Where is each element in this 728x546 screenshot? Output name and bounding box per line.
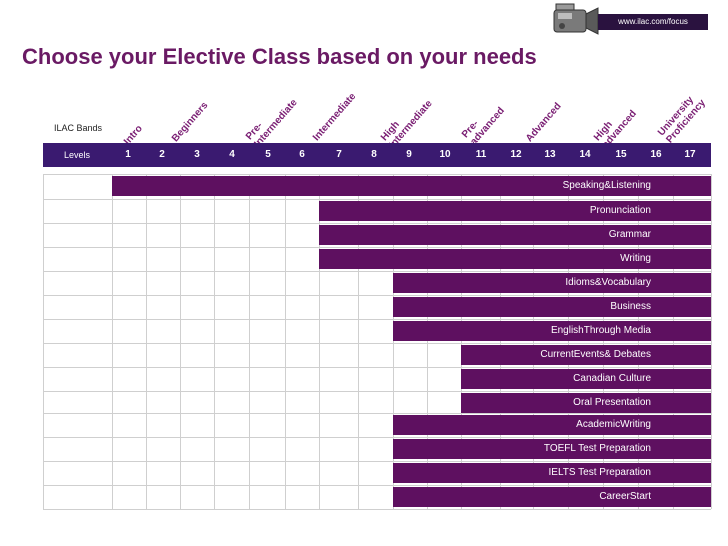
level-number: 12 <box>510 149 522 160</box>
grid-row-line <box>43 485 711 486</box>
elective-class-label: Business <box>610 301 651 312</box>
elective-class-label: Pronunciation <box>589 205 651 216</box>
elective-class-bar: Canadian Culture <box>461 369 711 389</box>
grid-row-line <box>43 413 711 414</box>
grid-column-line <box>180 174 181 509</box>
elective-class-bar: Writing <box>319 249 711 269</box>
grid-column-line <box>319 174 320 509</box>
elective-class-label: Grammar <box>608 229 651 240</box>
elective-class-bar: TOEFL Test Preparation <box>393 439 711 459</box>
level-number: 1 <box>125 149 131 160</box>
bands-label: ILAC Bands <box>54 123 103 133</box>
grid-column-line <box>533 174 534 509</box>
grid-column-line <box>214 174 215 509</box>
grid-column-line <box>285 174 286 509</box>
video-camera-icon <box>548 0 600 40</box>
level-number: 7 <box>336 149 342 160</box>
level-number: 16 <box>650 149 662 160</box>
elective-class-bar: CareerStart <box>393 487 711 507</box>
grid-row-line <box>43 223 711 224</box>
grid-column-line <box>461 174 462 509</box>
elective-class-label: Writing <box>620 253 651 264</box>
level-number: 2 <box>159 149 165 160</box>
elective-class-bar: Idioms&Vocabulary <box>393 273 711 293</box>
grid-row-line <box>43 461 711 462</box>
grid-column-line <box>638 174 639 509</box>
elective-class-bar: Oral Presentation <box>461 393 711 413</box>
levels-row <box>43 143 711 167</box>
header-url: www.ilac.com/focus <box>618 17 688 26</box>
level-number: 15 <box>615 149 627 160</box>
page-title: Choose your Elective Class based on your… <box>22 44 537 69</box>
elective-class-bar: AcademicWriting <box>393 415 711 435</box>
grid-column-line <box>603 174 604 509</box>
grid-column-line <box>249 174 250 509</box>
level-number: 8 <box>371 149 377 160</box>
elective-class-bar: Grammar <box>319 225 711 245</box>
level-number: 10 <box>439 149 451 160</box>
grid-row-line <box>43 319 711 320</box>
level-number: 3 <box>194 149 200 160</box>
grid-row-line <box>43 174 711 175</box>
elective-class-bar: Pronunciation <box>319 201 711 221</box>
grid-column-line <box>146 174 147 509</box>
level-number: 4 <box>229 149 235 160</box>
grid-row-line <box>43 367 711 368</box>
elective-class-bar: Business <box>393 297 711 317</box>
grid-column-line <box>673 174 674 509</box>
level-number: 5 <box>265 149 271 160</box>
grid-column-line <box>112 174 113 509</box>
level-number: 6 <box>299 149 305 160</box>
elective-class-label: CurrentEvents& Debates <box>540 349 651 360</box>
grid-column-line <box>711 174 712 509</box>
level-number: 17 <box>684 149 696 160</box>
elective-class-label: Oral Presentation <box>573 397 651 408</box>
grid-row-line <box>43 247 711 248</box>
grid-row-line <box>43 391 711 392</box>
elective-class-label: Canadian Culture <box>573 373 651 384</box>
level-number: 11 <box>475 149 487 160</box>
elective-class-label: EnglishThrough Media <box>550 325 651 336</box>
level-number: 14 <box>579 149 591 160</box>
elective-class-bar: CurrentEvents& Debates <box>461 345 711 365</box>
grid-row-line <box>43 343 711 344</box>
grid-row-line <box>43 199 711 200</box>
elective-class-bar: IELTS Test Preparation <box>393 463 711 483</box>
grid-column-line <box>358 174 359 509</box>
url-banner: www.ilac.com/focus <box>598 14 708 30</box>
elective-class-label: AcademicWriting <box>576 419 651 430</box>
level-number: 9 <box>406 149 412 160</box>
grid-row-line <box>43 509 711 510</box>
grid-row-line <box>43 295 711 296</box>
elective-class-label: IELTS Test Preparation <box>548 467 651 478</box>
level-number: 13 <box>544 149 556 160</box>
grid-column-line <box>568 174 569 509</box>
elective-class-bar: Speaking&Listening <box>112 176 711 196</box>
elective-class-bar: EnglishThrough Media <box>393 321 711 341</box>
grid-column-line <box>427 174 428 509</box>
levels-label: Levels <box>63 150 90 160</box>
elective-class-label: Idioms&Vocabulary <box>565 277 651 288</box>
elective-class-label: Speaking&Listening <box>562 180 651 191</box>
grid-row-line <box>43 437 711 438</box>
grid-column-line <box>43 174 44 509</box>
footer-contact: info@ilac.com www.ilac.com <box>536 527 675 539</box>
elective-class-label: CareerStart <box>599 491 651 502</box>
grid-row-line <box>43 271 711 272</box>
elective-class-label: TOEFL Test Preparation <box>543 443 651 454</box>
grid-column-line <box>393 174 394 509</box>
grid-column-line <box>500 174 501 509</box>
